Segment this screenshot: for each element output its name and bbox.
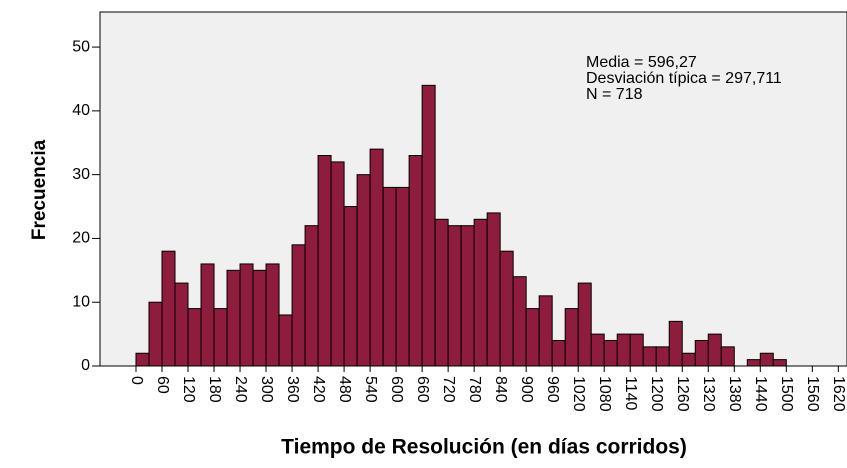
bar	[356, 174, 371, 367]
x-tick-label: 240	[232, 376, 249, 403]
bar	[603, 339, 618, 367]
bar	[408, 155, 423, 367]
x-tick-label: 0	[128, 376, 145, 385]
x-tick-label: 1020	[570, 376, 587, 412]
x-tick-label: 360	[284, 376, 301, 403]
x-tick-label: 540	[362, 376, 379, 403]
x-tick-label: 600	[388, 376, 405, 403]
x-tick-label: 1620	[830, 376, 847, 412]
bar	[382, 186, 397, 367]
bar	[369, 148, 384, 367]
x-tick-label: 900	[518, 376, 535, 403]
stat-annotation: Media = 596,27	[586, 54, 697, 71]
bar	[694, 339, 709, 367]
bar	[330, 161, 345, 367]
x-tick-label: 1320	[700, 376, 717, 412]
bar	[395, 186, 410, 367]
x-tick-label: 1140	[622, 376, 639, 411]
bar	[473, 218, 488, 367]
bar	[213, 308, 228, 367]
y-tick-label: 20	[72, 230, 90, 247]
x-axis-label: Tiempo de Resolución (en días corridos)	[281, 436, 687, 459]
x-tick-label: 480	[336, 376, 353, 403]
y-tick-label: 10	[72, 293, 90, 310]
y-tick-label: 40	[72, 102, 90, 119]
bar	[239, 263, 254, 367]
x-tick-label: 1380	[726, 376, 743, 412]
y-tick-label: 30	[72, 166, 90, 183]
x-tick-label: 960	[544, 376, 561, 403]
bar	[434, 218, 449, 367]
bar	[226, 269, 241, 367]
bar	[317, 155, 332, 367]
bar	[278, 314, 293, 367]
bar	[135, 352, 150, 367]
x-tick-label: 120	[180, 376, 197, 403]
bar	[499, 250, 514, 367]
bar	[655, 346, 670, 367]
bar	[629, 333, 644, 367]
x-tick-label: 1440	[752, 376, 769, 412]
bar	[590, 333, 605, 367]
bar	[616, 333, 631, 367]
bar	[551, 339, 566, 367]
bar	[642, 346, 657, 367]
bar	[148, 301, 163, 367]
x-tick-label: 1260	[674, 376, 691, 412]
bar	[538, 295, 553, 367]
y-tick-label: 0	[81, 357, 90, 374]
bar	[187, 308, 202, 367]
x-tick-label: 1560	[804, 376, 821, 412]
bar	[564, 308, 579, 367]
bar	[759, 352, 774, 367]
bar	[681, 352, 696, 367]
x-tick-label: 420	[310, 376, 327, 403]
x-tick-label: 180	[206, 376, 223, 403]
y-tick-label: 50	[72, 38, 90, 55]
bar	[200, 263, 215, 367]
bar	[707, 333, 722, 367]
bar	[252, 269, 267, 367]
bar	[668, 320, 683, 367]
bar	[161, 250, 176, 367]
x-tick-label: 1500	[778, 376, 795, 412]
bar	[577, 282, 592, 367]
bar	[447, 225, 462, 367]
x-tick-label: 1080	[596, 376, 613, 412]
bar	[421, 84, 436, 367]
x-tick-label: 780	[466, 376, 483, 403]
x-tick-label: 1200	[648, 376, 665, 412]
stat-annotation: Desviación típica = 297,711	[586, 70, 782, 87]
bar	[486, 212, 501, 367]
bar	[772, 359, 787, 367]
x-tick-label: 660	[414, 376, 431, 403]
bar	[525, 308, 540, 367]
bar	[460, 225, 475, 367]
x-tick-label: 300	[258, 376, 275, 403]
bar	[304, 225, 319, 367]
bar	[174, 282, 189, 367]
y-axis-label: Frecuencia	[29, 139, 50, 240]
bar	[512, 276, 527, 367]
x-tick-label: 60	[154, 376, 171, 394]
bar	[343, 206, 358, 367]
bar	[720, 346, 735, 367]
stat-annotation: N = 718	[586, 86, 643, 103]
x-tick-label: 840	[492, 376, 509, 403]
bar	[746, 359, 761, 367]
bar	[265, 263, 280, 367]
bar	[291, 244, 306, 367]
x-tick-label: 720	[440, 376, 457, 403]
